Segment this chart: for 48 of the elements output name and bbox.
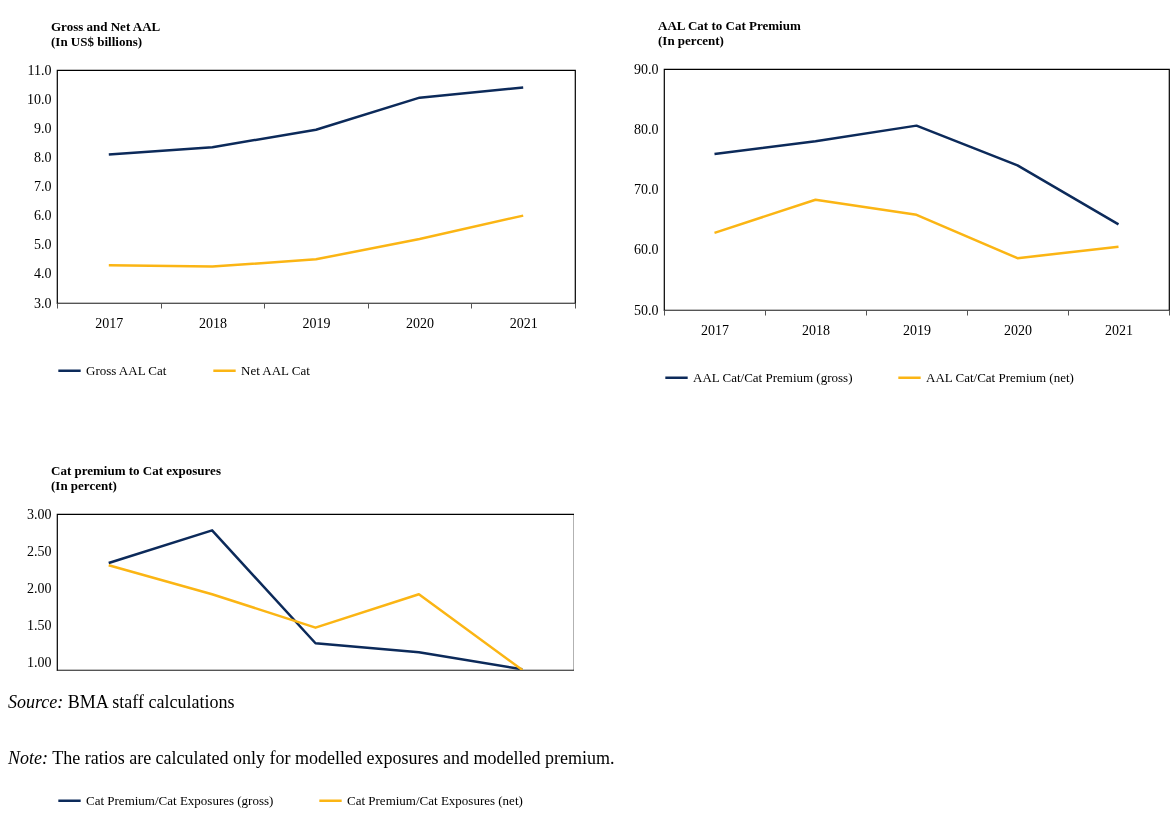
line-series [713, 124, 1120, 226]
chart-title: AAL Cat to Cat Premium [658, 18, 801, 33]
y-tick-label: 60.0 [634, 242, 659, 258]
y-tick-label: 4.0 [34, 266, 52, 282]
x-tick-label: 2017 [701, 322, 729, 338]
chart-title: Gross and Net AAL [51, 19, 161, 34]
x-tick-label: 2017 [95, 315, 124, 331]
y-tick-label: 10.0 [27, 91, 52, 107]
line-series [107, 86, 525, 156]
x-tick-label: 2021 [1105, 322, 1133, 338]
x-tick-label: 2018 [198, 315, 227, 331]
legend-label: Net AAL Cat [241, 362, 311, 378]
y-tick-label: 8.0 [34, 149, 52, 165]
x-tick-label: 2018 [802, 322, 830, 338]
x-tick-label: 2020 [406, 315, 435, 331]
y-tick-label: 6.0 [34, 208, 52, 224]
y-tick-label: 1.00 [27, 655, 52, 671]
line-series [713, 198, 1120, 260]
y-tick-label: 2.50 [27, 543, 52, 559]
chart-subtitle: (In percent) [51, 478, 117, 493]
line-series [107, 564, 524, 670]
x-tick-label: 2020 [1004, 322, 1032, 338]
y-tick-label: 11.0 [27, 62, 52, 78]
legend-label: Gross AAL Cat [86, 362, 167, 378]
y-tick-label: 70.0 [634, 182, 659, 197]
y-tick-label: 80.0 [634, 121, 659, 137]
line-series [107, 214, 525, 268]
y-tick-label: 90.0 [634, 61, 659, 77]
y-tick-label: 2.00 [27, 580, 52, 596]
y-tick-label: 3.00 [27, 506, 52, 522]
legend-label: Cat Premium/Cat Exposures (net) [347, 792, 523, 808]
x-tick-label: 2019 [903, 322, 931, 338]
source-note: Source: BMA staff calculations [8, 692, 235, 713]
y-tick-label: 1.50 [27, 617, 52, 633]
x-tick-label: 2019 [302, 315, 331, 331]
legend-label: AAL Cat/Cat Premium (net) [926, 369, 1074, 385]
legend-label: AAL Cat/Cat Premium (gross) [693, 369, 853, 385]
chart-subtitle: (In US$ billions) [51, 34, 143, 49]
y-tick-label: 3.0 [34, 295, 52, 311]
text: Note: The ratios are calculated only for modelled exposures and modelled premium. [8, 748, 615, 769]
y-tick-label: 9.0 [34, 120, 52, 136]
x-tick-label: 2021 [509, 315, 538, 331]
chart-subtitle: (In percent) [658, 33, 724, 48]
y-tick-label: 5.0 [34, 237, 52, 253]
y-tick-label: 7.0 [34, 179, 52, 194]
legend-label: Cat Premium/Cat Exposures (gross) [86, 792, 274, 808]
y-tick-label: 50.0 [634, 302, 659, 318]
chart-title: Cat premium to Cat exposures [51, 463, 221, 478]
